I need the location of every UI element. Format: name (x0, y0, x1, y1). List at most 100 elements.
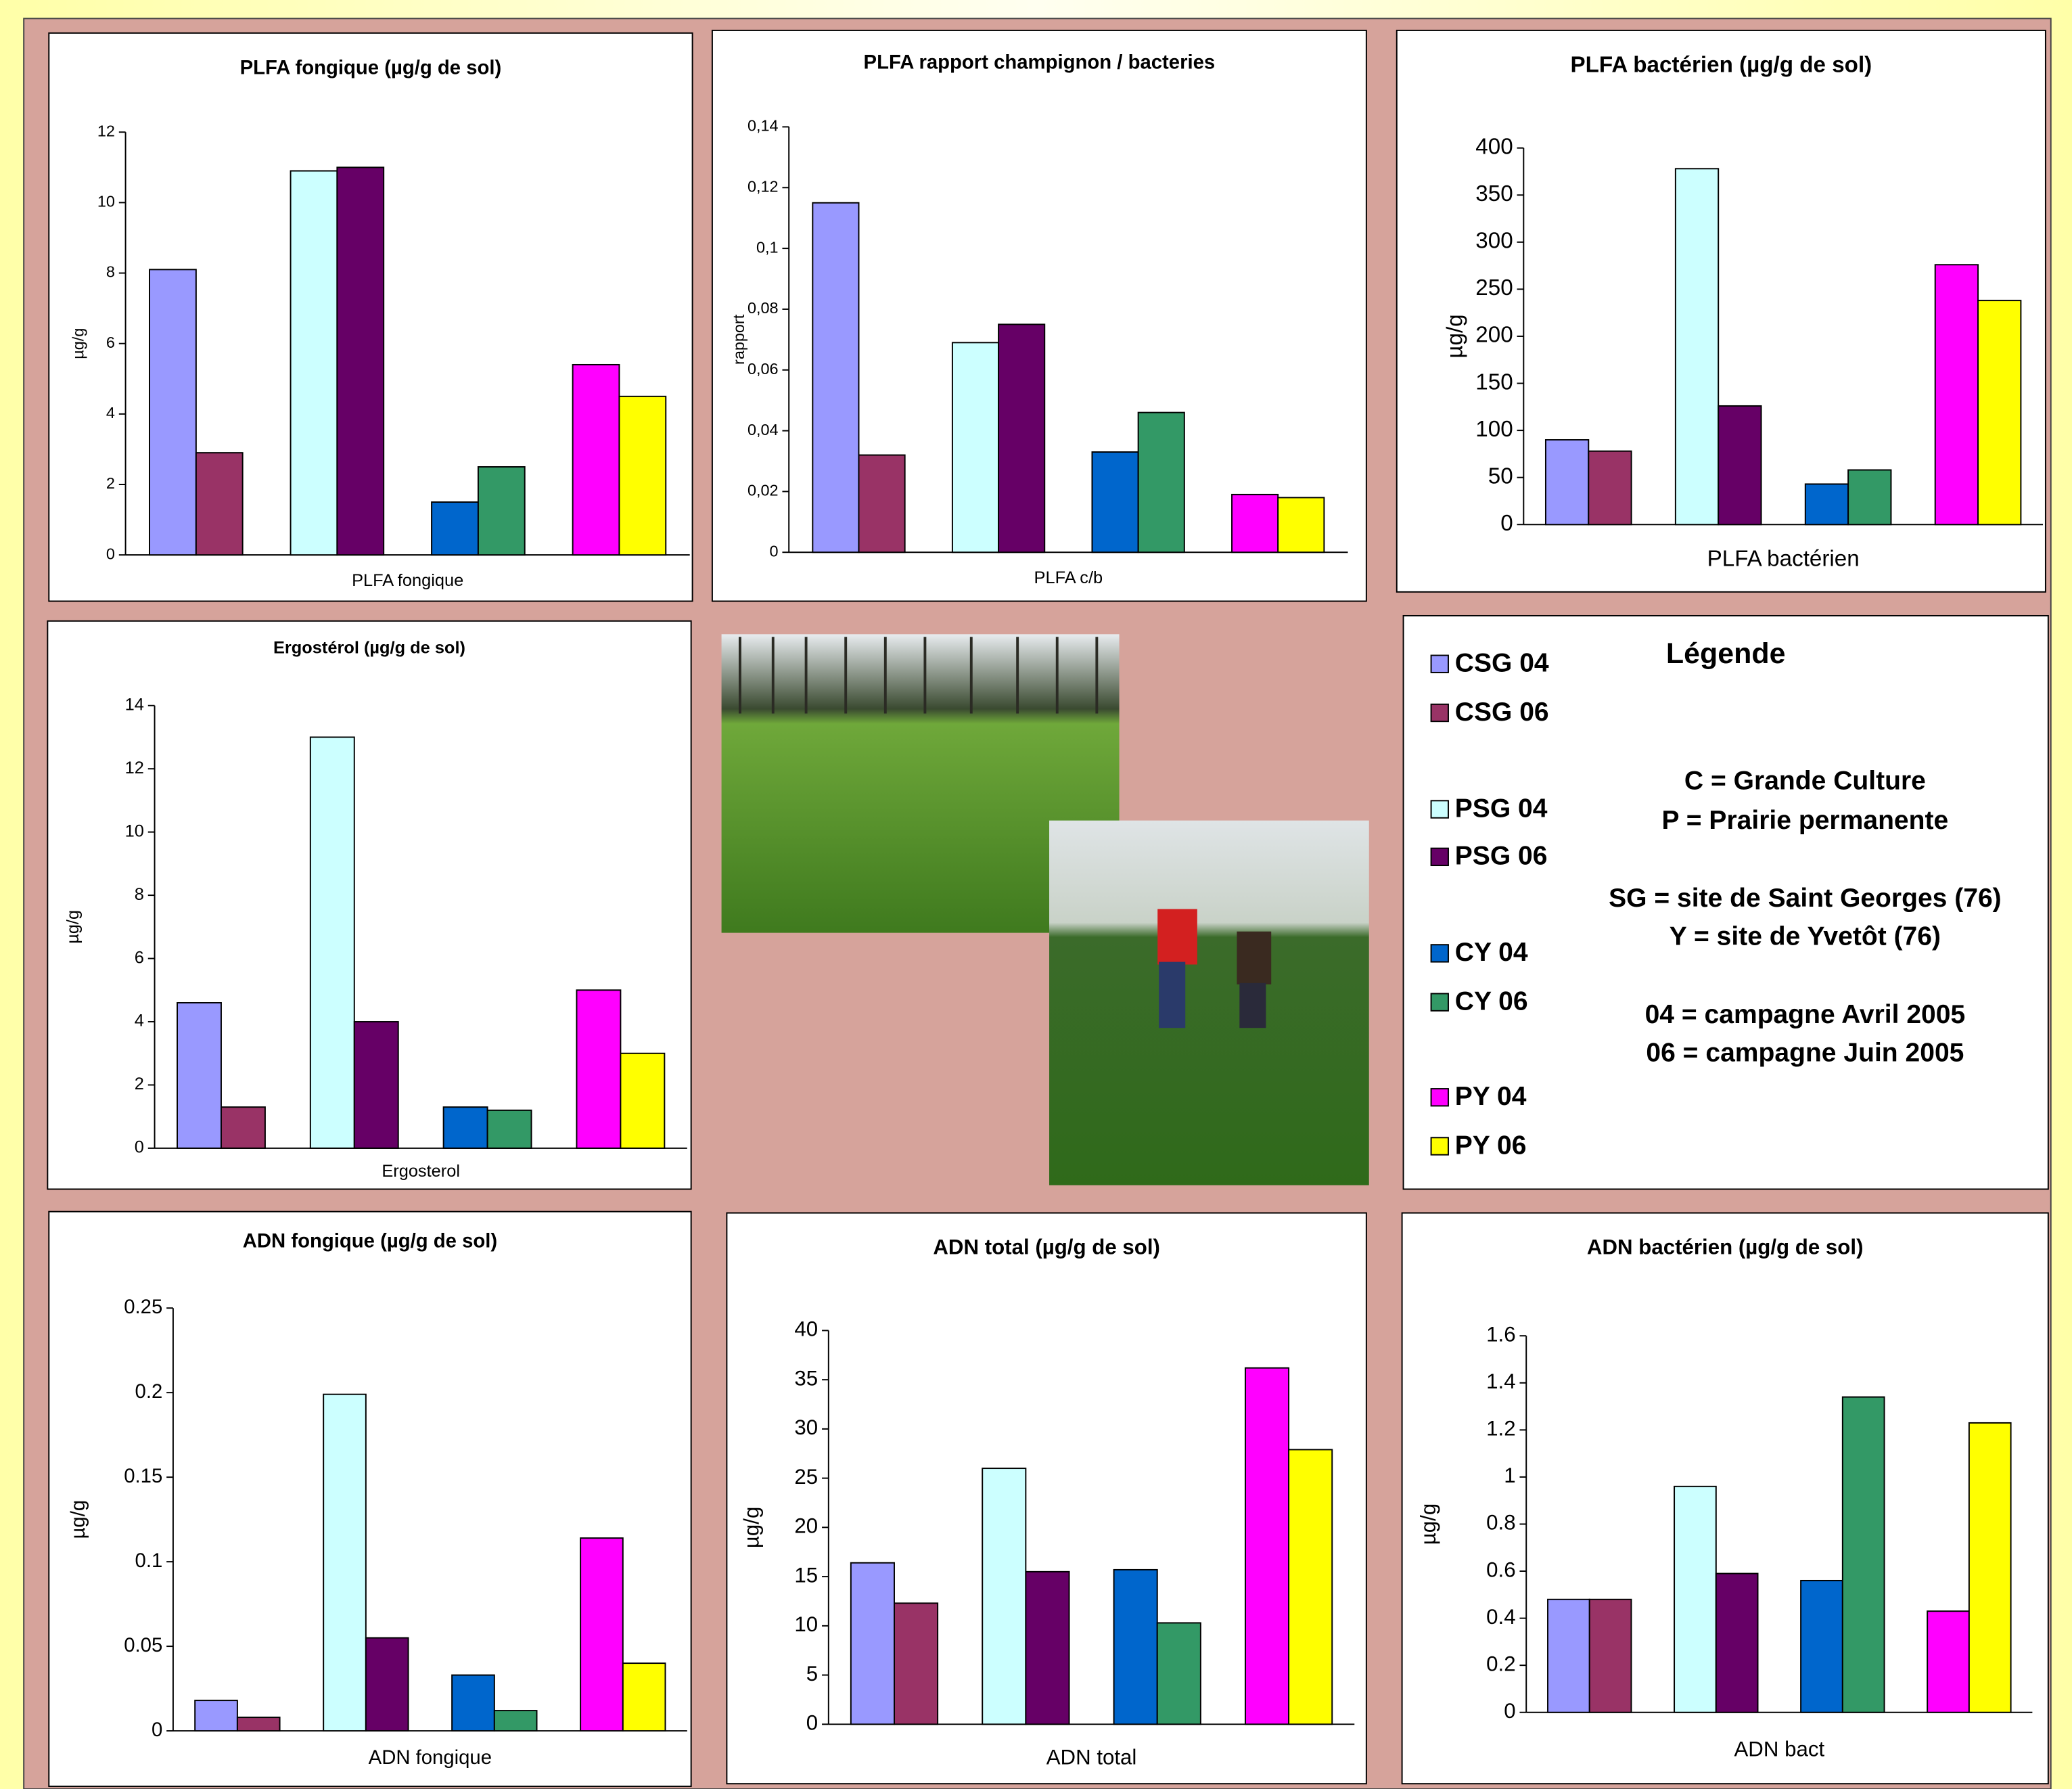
bar (1156, 1622, 1201, 1725)
y-tick-label: 0.1 (135, 1549, 163, 1572)
y-tick-label: 0,1 (756, 238, 779, 256)
y-tick-label: 15 (794, 1563, 818, 1587)
bar (1025, 1570, 1070, 1725)
y-tick-label: 0.2 (1486, 1652, 1515, 1675)
y-tick-label: 25 (794, 1465, 818, 1489)
y-tick-label: 14 (125, 695, 144, 714)
y-tick-label: 0 (1500, 511, 1513, 536)
bar (1277, 497, 1325, 553)
bar (858, 454, 906, 553)
y-tick-label: 350 (1475, 181, 1513, 206)
bar (365, 1637, 409, 1732)
bar (894, 1602, 939, 1725)
photos (721, 634, 1369, 1185)
bar (998, 323, 1046, 553)
bar (1231, 493, 1279, 553)
y-axis-label: µg/g (1442, 314, 1467, 358)
bar (982, 1468, 1027, 1725)
bar (1091, 451, 1139, 553)
y-axis-label: µg/g (69, 328, 87, 359)
bar (323, 1393, 367, 1732)
y-tick-label: 0 (135, 1138, 144, 1157)
y-tick-label: 0,06 (747, 360, 779, 378)
y-tick-label: 0 (152, 1719, 162, 1741)
bar (442, 1106, 488, 1149)
bar (1977, 300, 2022, 526)
x-tick-label: ADN total (1046, 1745, 1137, 1769)
legend-label: CY 06 (1455, 987, 1528, 1016)
legend-note: C = Grande Culture (1684, 766, 1926, 795)
bar (1674, 1485, 1717, 1713)
bar (1244, 1367, 1290, 1725)
bar (1968, 1422, 2012, 1713)
bar (951, 342, 1000, 553)
legend-label: PSG 04 (1455, 794, 1548, 823)
legend-label: PY 04 (1455, 1082, 1527, 1111)
bar (1841, 1396, 1885, 1713)
bar (1718, 405, 1762, 526)
bar (622, 1662, 666, 1732)
y-tick-label: 20 (794, 1514, 818, 1538)
y-tick-label: 35 (794, 1366, 818, 1390)
bar (580, 1537, 624, 1732)
y-axis-label: µg/g (740, 1507, 764, 1548)
y-tick-label: 0,14 (747, 117, 779, 135)
y-tick-label: 4 (135, 1012, 144, 1031)
legend-swatch (1430, 944, 1449, 963)
bar (177, 1002, 222, 1149)
y-tick-label: 0.05 (124, 1634, 162, 1656)
chart-title: Ergostérol (µg/g de sol) (273, 638, 465, 657)
y-axis-label: µg/g (67, 1500, 89, 1539)
legend-note: 04 = campagne Avril 2005 (1645, 1000, 1966, 1029)
y-tick-label: 1.6 (1486, 1322, 1515, 1346)
legend-note: Y = site de Yvetôt (76) (1670, 922, 1941, 951)
bar (576, 989, 622, 1149)
bar (1674, 168, 1720, 526)
bar (1588, 1598, 1632, 1713)
y-tick-label: 0 (1504, 1699, 1515, 1723)
y-tick-label: 12 (97, 122, 115, 139)
y-tick-label: 0.25 (124, 1296, 162, 1318)
y-tick-label: 30 (794, 1416, 818, 1439)
y-tick-label: 10 (97, 193, 115, 210)
bar (353, 1021, 399, 1149)
photo-person (1239, 982, 1266, 1028)
y-tick-label: 0 (770, 542, 779, 560)
y-tick-label: 40 (794, 1317, 818, 1341)
x-tick-label: PLFA c/b (1034, 568, 1103, 587)
bar (1715, 1572, 1759, 1713)
y-tick-label: 0 (806, 1711, 818, 1735)
legend-label: PY 06 (1455, 1131, 1527, 1160)
bar (1137, 411, 1185, 553)
y-tick-label: 250 (1475, 275, 1513, 300)
bar (1804, 483, 1849, 526)
y-tick-label: 4 (106, 404, 115, 422)
photo-person (1159, 961, 1186, 1028)
photo-person (1237, 931, 1272, 984)
chart-title: PLFA fongique (µg/g de sol) (240, 56, 502, 78)
bar (290, 170, 338, 556)
y-tick-label: 150 (1475, 369, 1513, 394)
x-tick-label: ADN fongique (369, 1746, 492, 1769)
y-tick-label: 0,02 (747, 482, 779, 499)
bar (1544, 439, 1590, 526)
x-tick-label: Ergosterol (382, 1162, 460, 1181)
y-tick-label: 0,08 (747, 299, 779, 317)
y-tick-label: 5 (806, 1662, 818, 1685)
bar (1927, 1610, 1970, 1713)
y-axis-label: µg/g (64, 910, 83, 944)
bar (618, 395, 667, 556)
y-tick-label: 12 (125, 758, 144, 777)
bar (451, 1674, 495, 1732)
y-tick-label: 0.4 (1486, 1605, 1515, 1629)
legend-note: P = Prairie permanente (1662, 806, 1949, 835)
y-tick-label: 300 (1475, 229, 1513, 254)
legend-swatch (1430, 654, 1449, 673)
bar (620, 1052, 666, 1149)
y-tick-label: 0,12 (747, 177, 779, 195)
bar (1113, 1568, 1158, 1725)
y-tick-label: 10 (125, 821, 144, 840)
y-tick-label: 1.4 (1486, 1369, 1515, 1393)
chart-title: ADN bactérien (µg/g de sol) (1587, 1236, 1864, 1259)
bar (486, 1109, 532, 1149)
